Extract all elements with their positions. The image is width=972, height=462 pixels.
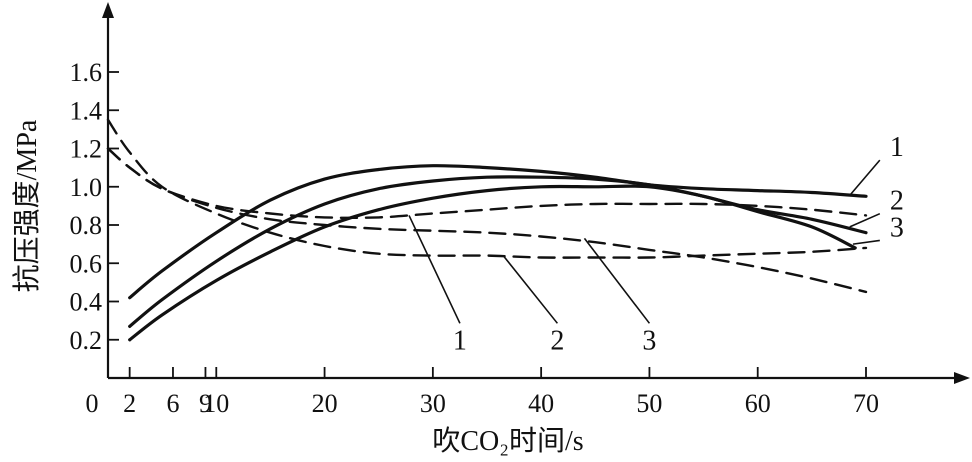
y-tick-label: 0.2 <box>70 326 103 355</box>
axes <box>102 2 970 384</box>
x-tick-label: 2 <box>123 389 136 418</box>
curve-label-leader <box>852 239 880 245</box>
curve-label-2: 2 <box>890 186 904 217</box>
curve-label-2: 2 <box>550 325 564 356</box>
curve-label-leader <box>849 212 881 228</box>
series-solid-3-line <box>128 184 857 342</box>
curve-label-3: 3 <box>890 212 904 243</box>
series-solid-1-line <box>128 164 868 300</box>
curve-label-3: 3 <box>642 325 656 356</box>
series-dashed-1-line <box>106 147 868 220</box>
x-tick-label: 30 <box>420 389 446 418</box>
series-dashed-2-line <box>106 118 868 259</box>
series-layer <box>106 118 868 342</box>
series-dashed-3-line <box>106 147 868 294</box>
y-tick-label: 1.6 <box>70 58 103 87</box>
series-solid-2-line <box>128 175 868 328</box>
x-tick-label: 70 <box>853 389 879 418</box>
x-tick-label: 6 <box>166 389 179 418</box>
x-ticks: 0 2 6 910 20 30 40 50 60 70 <box>86 367 879 418</box>
y-axis-title: 抗压强度/MPa <box>11 119 43 292</box>
y-tick-label: 0.8 <box>70 211 103 240</box>
x-tick-label: 20 <box>312 389 338 418</box>
y-axis-arrowhead <box>102 2 114 18</box>
x-tick-label: 0 <box>86 389 99 418</box>
x-axis-arrowhead <box>954 372 970 384</box>
curve-label-leader <box>502 255 559 324</box>
y-tick-label: 1.0 <box>70 173 103 202</box>
x-tick-label: 40 <box>528 389 554 418</box>
x-axis-title: 吹CO₂时间/s <box>432 425 583 457</box>
x-tick-label: 9 <box>199 389 212 418</box>
y-tick-label: 1.2 <box>70 135 103 164</box>
x-tick-label: 50 <box>636 389 662 418</box>
curve-label-leader <box>849 159 881 196</box>
y-tick-label: 0.6 <box>70 249 103 278</box>
curve-label-leader <box>408 215 461 324</box>
y-tick-label: 1.4 <box>70 96 103 125</box>
x-tick-label: 10 <box>203 389 229 418</box>
curve-label-1: 1 <box>890 132 904 163</box>
y-tick-label: 0.4 <box>70 288 103 317</box>
curve-label-leader <box>583 237 651 324</box>
y-ticks: 0.2 0.4 0.6 0.8 1.0 1.2 1.4 1.6 <box>70 58 119 355</box>
x-tick-label: 60 <box>745 389 771 418</box>
curve-label-1: 1 <box>453 325 467 356</box>
